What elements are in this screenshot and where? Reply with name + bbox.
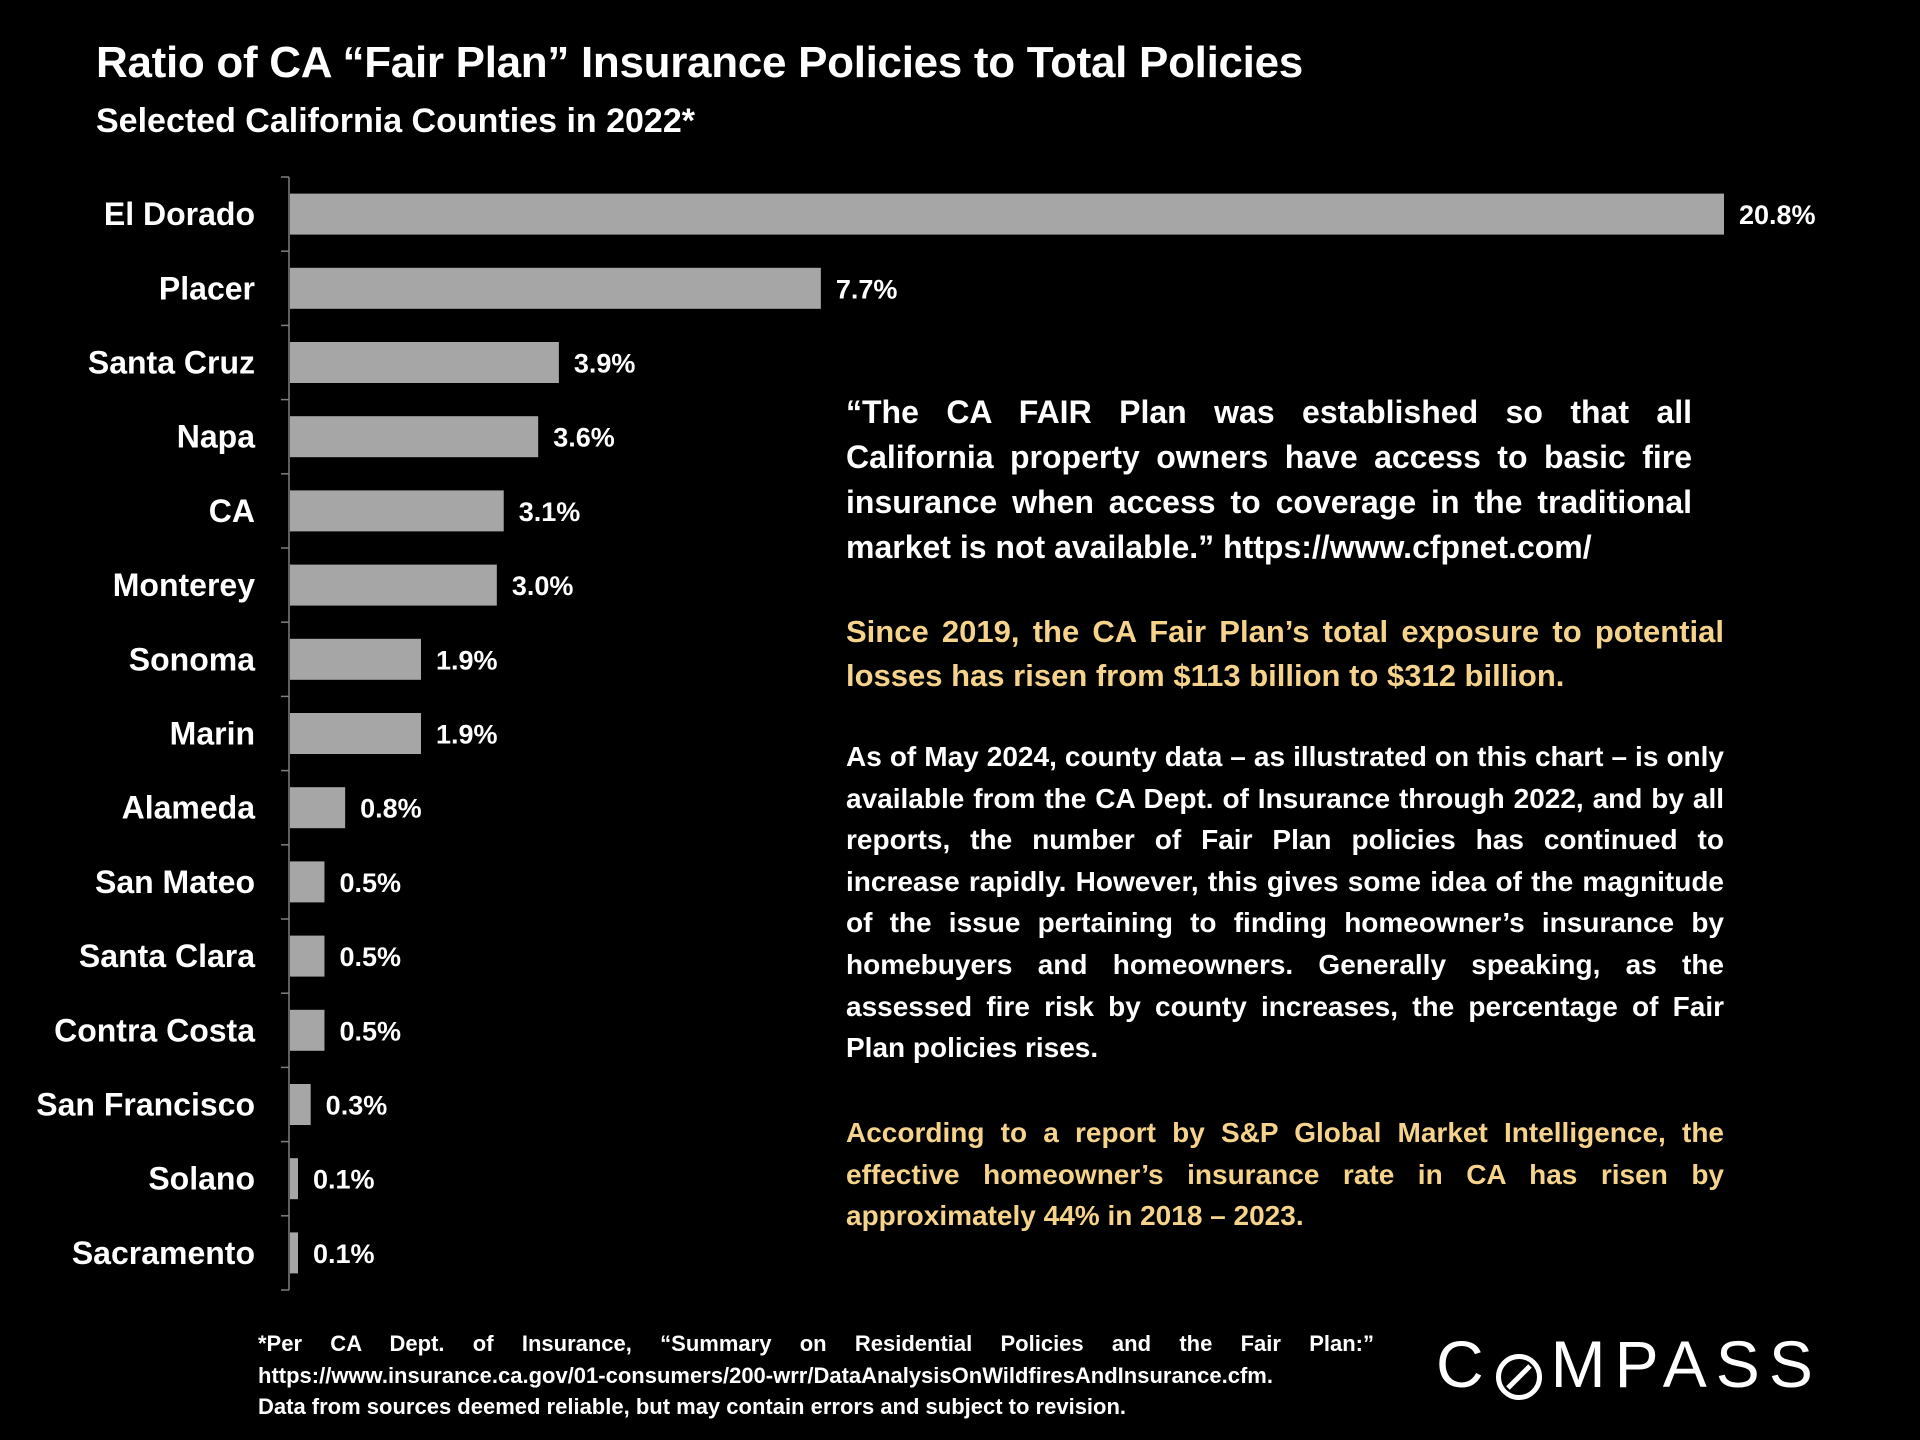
bar-value-label: 0.3% [326,1091,388,1121]
category-label: San Mateo [95,864,255,900]
bar [290,416,539,458]
chart-subtitle: Selected California Counties in 2022* [96,102,695,140]
bar-value-label: 0.5% [339,868,401,898]
logo-text-start: C [1436,1327,1493,1401]
bar [290,935,325,977]
bar [290,1232,298,1274]
fair-plan-quote: “The CA FAIR Plan was established so tha… [846,394,1692,565]
compass-logo: C MPASS [1436,1326,1822,1402]
bar [290,638,421,680]
bar-value-label: 0.1% [313,1239,375,1269]
bar [290,861,325,903]
chart-title: Ratio of CA “Fair Plan” Insurance Polici… [96,38,1303,87]
bar [290,564,497,606]
bar [290,342,559,383]
bar [290,1009,325,1051]
category-label: Santa Cruz [88,345,255,381]
bar-value-label: 3.1% [519,497,581,527]
bar [290,787,346,829]
bar [290,267,821,309]
category-label: Marin [170,716,255,752]
category-label: Sonoma [129,641,255,677]
category-label: Alameda [122,790,256,826]
bar-value-label: 0.1% [313,1165,375,1195]
bar-value-label: 1.9% [436,645,498,675]
bar-value-label: 0.5% [339,1016,401,1046]
bar-value-label: 7.7% [836,274,898,304]
category-label: San Francisco [36,1087,255,1123]
bar-value-label: 0.5% [339,942,401,972]
bar-value-label: 1.9% [436,720,498,750]
bar [290,1158,298,1200]
category-label: Placer [159,270,255,306]
compass-o-icon [1495,1340,1543,1400]
bar-value-label: 3.9% [574,349,636,379]
bar-value-label: 3.0% [512,571,574,601]
bar-value-label: 3.6% [553,423,615,453]
logo-text-end: MPASS [1550,1327,1822,1401]
rate-increase-highlight: According to a report by S&P Global Mark… [846,1117,1724,1232]
bar-chart: El Dorado 20.8% Placer 7.7% Santa Cruz 3.9% Na… [36,176,1816,1291]
bar [290,490,504,532]
bar [290,713,421,754]
category-label: Sacramento [72,1235,255,1271]
bar [290,1084,311,1125]
footnote-line-3: Data from sources deemed reliable, but m… [258,1394,1127,1419]
category-label: Solano [148,1161,255,1197]
category-label: Napa [177,419,255,455]
bar [290,193,1724,235]
category-label: El Dorado [104,196,255,232]
category-label: Monterey [113,567,255,603]
bar-value-label: 20.8% [1739,200,1816,230]
category-label: CA [209,493,255,529]
footnote-line-1: *Per CA Dept. of Insurance, “Summary on … [258,1331,1374,1356]
footnote: *Per CA Dept. of Insurance, “Summary on … [258,1328,1374,1423]
county-data-note: As of May 2024, county data – as illustr… [846,741,1724,1064]
category-label: Contra Costa [54,1012,255,1048]
footnote-line-2: https://www.insurance.ca.gov/01-consumer… [258,1362,1273,1388]
exposure-highlight: Since 2019, the CA Fair Plan’s total exp… [846,614,1724,693]
bar-value-label: 0.8% [360,794,422,824]
category-label: Santa Clara [79,938,255,974]
